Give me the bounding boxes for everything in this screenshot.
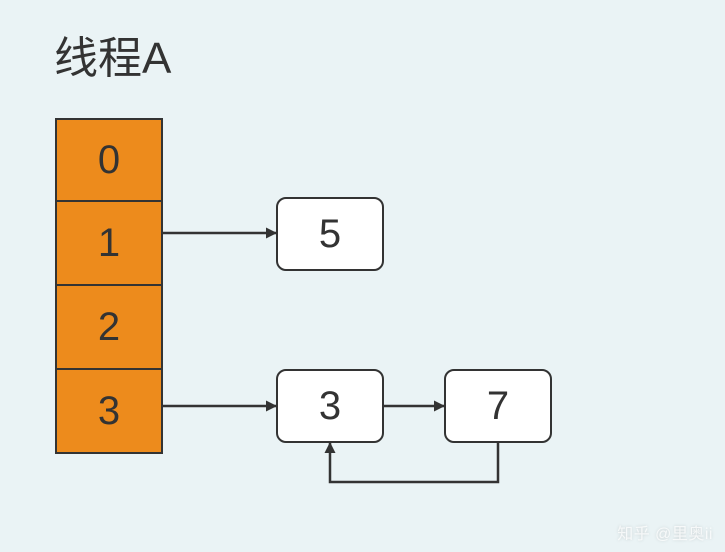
node-n5: 5	[276, 197, 384, 271]
node-n7: 7	[444, 369, 552, 443]
node-n3: 3	[276, 369, 384, 443]
diagram-title: 线程A	[54, 22, 171, 86]
diagram-canvas: 线程A0123537知乎 @里奥ii	[0, 0, 725, 552]
array-cell-2: 2	[55, 286, 163, 370]
edge-n7-n3	[330, 443, 498, 482]
array-cell-0: 0	[55, 118, 163, 202]
watermark: 知乎 @里奥ii	[617, 520, 713, 544]
array-cell-3: 3	[55, 370, 163, 454]
array-cell-1: 1	[55, 202, 163, 286]
